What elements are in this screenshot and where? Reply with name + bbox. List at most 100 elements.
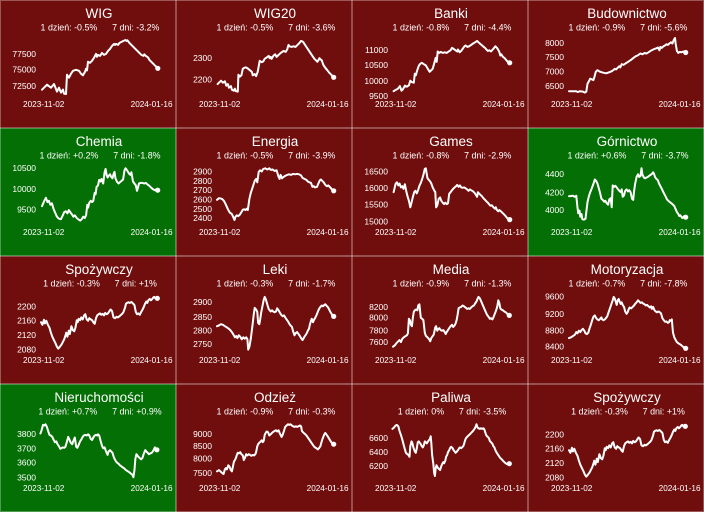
- svg-text:3700: 3700: [17, 444, 36, 454]
- svg-text:2023-11-02: 2023-11-02: [23, 100, 65, 109]
- svg-text:8000: 8000: [193, 454, 212, 464]
- svg-text:6200: 6200: [369, 461, 388, 471]
- svg-text:8000: 8000: [369, 313, 388, 323]
- svg-text:Games: Games: [429, 134, 473, 149]
- svg-text:2023-11-02: 2023-11-02: [375, 484, 417, 493]
- svg-text:2200: 2200: [193, 75, 212, 85]
- svg-text:2023-11-02: 2023-11-02: [375, 100, 417, 109]
- svg-text:1 dzień: -0.8% 7 dni: -2.: 1 dzień: -0.8% 7 dni: -2.9%: [393, 150, 512, 160]
- svg-text:9600: 9600: [545, 291, 564, 301]
- svg-text:4400: 4400: [545, 169, 564, 179]
- svg-text:Spożywczy: Spożywczy: [65, 262, 133, 277]
- svg-text:15000: 15000: [364, 216, 388, 226]
- svg-text:7500: 7500: [193, 468, 212, 478]
- svg-text:2024-01-16: 2024-01-16: [483, 100, 525, 109]
- svg-text:2024-01-16: 2024-01-16: [131, 484, 173, 493]
- svg-text:2024-01-16: 2024-01-16: [131, 100, 173, 109]
- svg-text:2024-01-16: 2024-01-16: [307, 356, 349, 365]
- svg-text:2800: 2800: [193, 326, 212, 336]
- svg-text:1 dzień: -0.5% 7 dni: -3.: 1 dzień: -0.5% 7 dni: -3.9%: [217, 150, 336, 160]
- svg-text:2800: 2800: [193, 176, 212, 186]
- svg-text:15500: 15500: [364, 200, 388, 210]
- svg-text:2024-01-16: 2024-01-16: [659, 484, 701, 493]
- svg-text:2024-01-16: 2024-01-16: [659, 100, 701, 109]
- svg-text:2024-01-16: 2024-01-16: [659, 228, 701, 237]
- svg-text:2023-11-02: 2023-11-02: [199, 356, 241, 365]
- svg-text:8500: 8500: [193, 441, 212, 451]
- svg-text:2023-11-02: 2023-11-02: [551, 356, 593, 365]
- svg-text:2120: 2120: [545, 458, 564, 468]
- svg-text:10000: 10000: [12, 184, 36, 194]
- svg-text:Chemia: Chemia: [76, 134, 123, 149]
- svg-text:2023-11-02: 2023-11-02: [199, 484, 241, 493]
- svg-text:2024-01-16: 2024-01-16: [307, 228, 349, 237]
- svg-text:2024-01-16: 2024-01-16: [307, 100, 349, 109]
- svg-text:9500: 9500: [17, 205, 36, 215]
- svg-text:Górnictwo: Górnictwo: [597, 134, 658, 149]
- svg-text:WIG: WIG: [86, 6, 113, 21]
- svg-text:2900: 2900: [193, 297, 212, 307]
- svg-text:1 dzień: -0.9% 7 dni: -0.: 1 dzień: -0.9% 7 dni: -0.3%: [217, 406, 336, 416]
- svg-text:2160: 2160: [17, 316, 36, 326]
- svg-text:2080: 2080: [17, 344, 36, 354]
- svg-text:1 dzień: -0.5% 7 dni: -3.: 1 dzień: -0.5% 7 dni: -3.6%: [217, 22, 336, 32]
- svg-text:6500: 6500: [545, 81, 564, 91]
- svg-text:1 dzień: -0.3% 7 dni: +1%: 1 dzień: -0.3% 7 dni: +1%: [571, 406, 685, 416]
- svg-text:Spożywczy: Spożywczy: [593, 390, 661, 405]
- svg-text:1 dzień: -0.7% 7 dni: -7.: 1 dzień: -0.7% 7 dni: -7.8%: [569, 278, 688, 288]
- svg-text:Odzież: Odzież: [254, 390, 296, 405]
- svg-text:2024-01-16: 2024-01-16: [483, 484, 525, 493]
- svg-text:1 dzień: +0.2% 7 dni: -1.: 1 dzień: +0.2% 7 dni: -1.8%: [39, 150, 160, 160]
- svg-text:3500: 3500: [17, 472, 36, 482]
- svg-text:2024-01-16: 2024-01-16: [659, 356, 701, 365]
- svg-text:Paliwa: Paliwa: [431, 390, 471, 405]
- svg-text:7000: 7000: [545, 67, 564, 77]
- svg-text:2023-11-02: 2023-11-02: [199, 228, 241, 237]
- svg-text:2023-11-02: 2023-11-02: [23, 356, 65, 365]
- svg-text:2300: 2300: [193, 53, 212, 63]
- svg-text:2200: 2200: [545, 429, 564, 439]
- svg-text:Nieruchomości: Nieruchomości: [54, 390, 143, 405]
- svg-text:Energia: Energia: [252, 134, 299, 149]
- svg-text:16500: 16500: [364, 166, 388, 176]
- svg-text:2024-01-16: 2024-01-16: [131, 356, 173, 365]
- svg-text:2023-11-02: 2023-11-02: [551, 100, 593, 109]
- svg-text:1 dzień: -0.5% 7 dni: -3.: 1 dzień: -0.5% 7 dni: -3.2%: [41, 22, 160, 32]
- svg-text:10500: 10500: [364, 60, 388, 70]
- svg-text:2023-11-02: 2023-11-02: [199, 100, 241, 109]
- svg-text:6400: 6400: [369, 447, 388, 457]
- svg-text:1 dzień: -0.9% 7 dni: -1.: 1 dzień: -0.9% 7 dni: -1.3%: [393, 278, 512, 288]
- svg-text:2023-11-02: 2023-11-02: [551, 228, 593, 237]
- svg-text:Leki: Leki: [263, 262, 288, 277]
- svg-text:2200: 2200: [17, 301, 36, 311]
- svg-text:10000: 10000: [364, 76, 388, 86]
- svg-text:8800: 8800: [545, 326, 564, 336]
- svg-text:7500: 7500: [545, 52, 564, 62]
- svg-text:1 dzień: -0.9% 7 dni: -5.: 1 dzień: -0.9% 7 dni: -5.6%: [569, 22, 688, 32]
- svg-text:9000: 9000: [193, 429, 212, 439]
- svg-text:11000: 11000: [365, 45, 388, 55]
- svg-text:2500: 2500: [193, 204, 212, 214]
- svg-text:1 dzień: +0.7% 7 dni: +0.: 1 dzień: +0.7% 7 dni: +0.9%: [38, 406, 161, 416]
- svg-text:8000: 8000: [545, 38, 564, 48]
- svg-text:1 dzień: 0% 7 dni: -3.5%: 1 dzień: 0% 7 dni: -3.5%: [398, 406, 507, 416]
- svg-text:Budownictwo: Budownictwo: [587, 6, 667, 21]
- svg-text:3800: 3800: [17, 429, 36, 439]
- svg-text:1 dzień: +0.6% 7 dni: -3.: 1 dzień: +0.6% 7 dni: -3.7%: [567, 150, 688, 160]
- svg-text:7600: 7600: [369, 337, 388, 347]
- svg-text:2023-11-02: 2023-11-02: [375, 228, 417, 237]
- svg-text:2024-01-16: 2024-01-16: [483, 356, 525, 365]
- svg-text:2160: 2160: [545, 444, 564, 454]
- svg-text:77500: 77500: [12, 49, 36, 59]
- svg-text:6600: 6600: [369, 433, 388, 443]
- svg-text:2400: 2400: [193, 213, 212, 223]
- svg-text:3600: 3600: [17, 458, 36, 468]
- svg-text:2600: 2600: [193, 195, 212, 205]
- svg-text:2023-11-02: 2023-11-02: [23, 484, 65, 493]
- svg-text:Motoryzacja: Motoryzacja: [591, 262, 664, 277]
- svg-text:2024-01-16: 2024-01-16: [131, 228, 173, 237]
- svg-text:Banki: Banki: [434, 6, 468, 21]
- svg-text:2024-01-16: 2024-01-16: [307, 484, 349, 493]
- svg-text:2700: 2700: [193, 185, 212, 195]
- svg-text:2080: 2080: [545, 472, 564, 482]
